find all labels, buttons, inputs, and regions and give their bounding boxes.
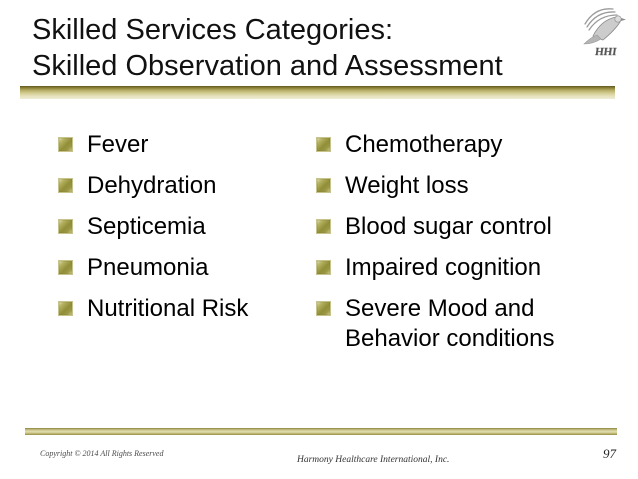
title-divider-bar [20,86,615,99]
bullet-item: Blood sugar control [316,212,578,242]
bullet-item: Severe Mood and Behavior conditions [316,294,578,354]
company-name: Harmony Healthcare International, Inc. [297,455,450,465]
square-bullet-icon [316,178,331,193]
bullet-item-label: Chemotherapy [345,131,503,158]
square-bullet-icon [58,301,73,316]
square-bullet-icon [316,219,331,234]
bullet-item: Pneumonia [58,253,310,283]
bullet-item-label: Blood sugar control [345,213,552,240]
square-bullet-icon [58,219,73,234]
slide-title-line2: Skilled Observation and Assessment [32,50,503,82]
bullet-item-label: Impaired cognition [345,254,542,281]
bullet-item-label: Fever [87,131,149,158]
bullet-item: Fever [58,130,310,160]
copyright-text: Copyright © 2014 All Rights Reserved [40,449,164,458]
square-bullet-icon [316,301,331,316]
bullet-item: Septicemia [58,212,310,242]
logo-text: HHI [594,46,618,58]
bullet-item: Nutritional Risk [58,294,310,324]
bullet-column-left: Fever Dehydration Septicemia Pneumonia N… [58,130,310,335]
bullet-column-right: Chemotherapy Weight loss Blood sugar con… [316,130,578,365]
slide-title-line1: Skilled Services Categories: [32,14,394,46]
square-bullet-icon [58,260,73,275]
bullet-item: Dehydration [58,171,310,201]
square-bullet-icon [58,178,73,193]
square-bullet-icon [316,137,331,152]
bullet-item-label: Severe Mood and Behavior conditions [345,295,555,352]
bullet-item-label: Nutritional Risk [87,295,249,322]
bullet-item-label: Pneumonia [87,254,209,281]
square-bullet-icon [58,137,73,152]
page-number: 97 [603,446,616,461]
square-bullet-icon [316,260,331,275]
bullet-item: Impaired cognition [316,253,578,283]
company-logo: HHI [578,4,630,66]
bullet-item-label: Septicemia [87,213,206,240]
bullet-item-label: Dehydration [87,172,217,199]
bullet-item: Chemotherapy [316,130,578,160]
dove-icon [583,8,626,45]
bullet-item: Weight loss [316,171,578,201]
bullet-item-label: Weight loss [345,172,469,199]
footer-divider-bar [25,428,617,435]
slide-title: Skilled Services Categories: Skilled Obs… [32,12,572,84]
